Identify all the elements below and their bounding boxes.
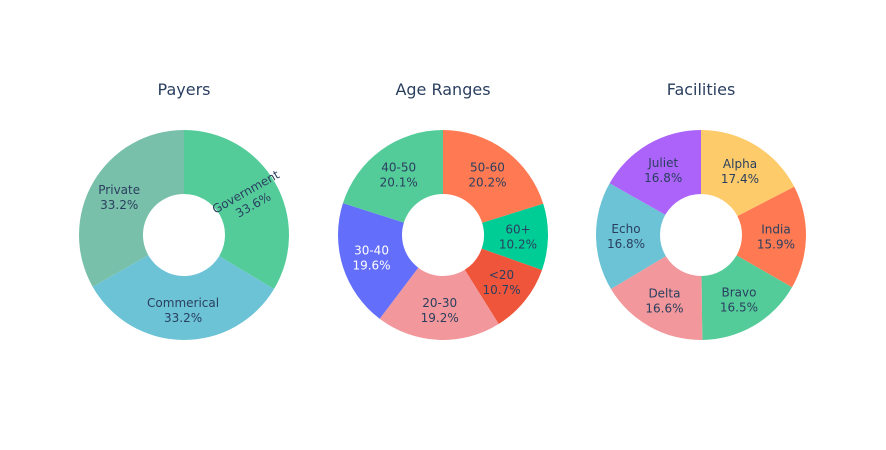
- slice-private[interactable]: [79, 130, 184, 287]
- slice-india[interactable]: [736, 186, 806, 288]
- slice-percent: 19.2%: [421, 311, 459, 325]
- slice-percent: 10.7%: [482, 283, 520, 297]
- donut-chart-age-ranges: Age Ranges 50-60 20.2% 60+ 10.2% <20 10.7% 20-3…: [338, 80, 548, 340]
- slice-government[interactable]: [184, 130, 290, 290]
- slice-50-60[interactable]: [443, 130, 544, 223]
- slice-percent: 17.4%: [721, 172, 759, 186]
- slice-label-delta: Delta 16.6%: [645, 286, 683, 315]
- slice-percent: 20.2%: [468, 176, 506, 190]
- slice-60[interactable]: [481, 203, 548, 270]
- slice-label-20: <20 10.7%: [482, 268, 520, 297]
- slice-percent: 15.9%: [757, 238, 795, 252]
- chart-title: Age Ranges: [395, 80, 490, 99]
- slice-label-echo: Echo 16.8%: [607, 222, 645, 251]
- chart-title: Payers: [158, 80, 211, 99]
- slice-commerical[interactable]: [92, 255, 275, 340]
- slice-name: Commerical: [147, 296, 219, 310]
- chart-title: Facilities: [667, 80, 736, 99]
- slice-label-30-40: 30-40 19.6%: [352, 244, 390, 273]
- slice-name: <20: [489, 268, 514, 282]
- slice-name: India: [761, 223, 790, 237]
- slice-40-50[interactable]: [342, 130, 443, 223]
- slice-name: Bravo: [721, 286, 756, 300]
- slice-label-juliet: Juliet 16.8%: [644, 156, 682, 185]
- slice-20-30[interactable]: [379, 267, 499, 340]
- slice-name: Delta: [648, 286, 680, 300]
- slice-30-40[interactable]: [338, 203, 419, 319]
- slice-bravo[interactable]: [701, 255, 793, 340]
- slice-percent: 10.2%: [499, 237, 537, 251]
- slice-percent: 20.1%: [380, 175, 418, 189]
- slice-label-40-50: 40-50 20.1%: [380, 160, 418, 189]
- slice-name: 60+: [505, 222, 530, 236]
- slice-name: Private: [98, 183, 140, 197]
- slice-percent: 19.6%: [352, 259, 390, 273]
- slice-name: 30-40: [354, 244, 389, 258]
- slice-name: Echo: [611, 222, 640, 236]
- slice-label-commerical: Commerical 33.2%: [147, 296, 219, 325]
- slice-juliet[interactable]: [609, 130, 701, 215]
- slice-label-private: Private 33.2%: [98, 183, 140, 212]
- slice-label-50-60: 50-60 20.2%: [468, 161, 506, 190]
- slice-percent: 16.8%: [607, 237, 645, 251]
- slice-alpha[interactable]: [701, 130, 795, 217]
- slice-name: 20-30: [422, 296, 457, 310]
- slice-label-alpha: Alpha 17.4%: [721, 157, 759, 186]
- slice-percent: 16.8%: [644, 171, 682, 185]
- donut-chart-facilities: Facilities Alpha 17.4% India 15.9% Bravo 16.5%…: [595, 80, 806, 340]
- slice-echo[interactable]: [595, 183, 666, 290]
- slice-label-60: 60+ 10.2%: [499, 222, 537, 251]
- slice-20[interactable]: [464, 248, 543, 325]
- slice-percent: 33.2%: [100, 198, 138, 212]
- slice-name: Alpha: [723, 157, 757, 171]
- slice-delta[interactable]: [610, 256, 703, 340]
- slice-name: 40-50: [381, 160, 416, 174]
- slice-percent: 33.2%: [164, 311, 202, 325]
- slice-label-bravo: Bravo 16.5%: [720, 286, 758, 315]
- slice-label-20-30: 20-30 19.2%: [421, 296, 459, 325]
- slice-name: Juliet: [647, 156, 678, 170]
- slice-percent: 16.5%: [720, 301, 758, 315]
- slice-label-india: India 15.9%: [757, 223, 795, 252]
- slice-name: 50-60: [470, 161, 505, 175]
- slice-percent: 16.6%: [645, 301, 683, 315]
